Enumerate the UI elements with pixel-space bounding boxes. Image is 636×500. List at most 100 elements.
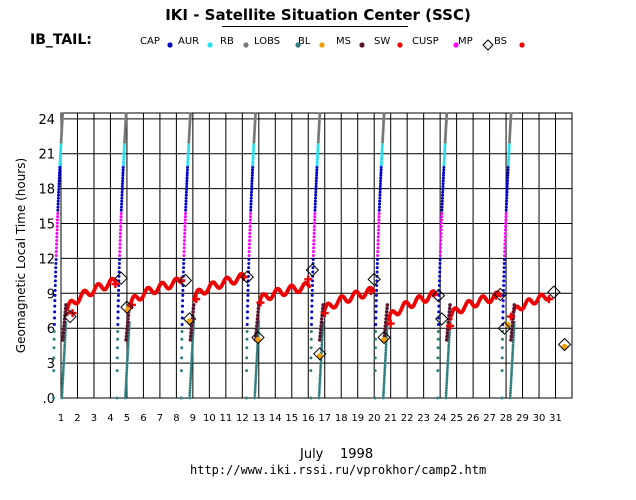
lobe-point (255, 358, 259, 362)
trajectory-point (504, 221, 508, 225)
trajectory-point (185, 187, 189, 191)
trajectory-point (60, 121, 64, 125)
lobe-point (62, 356, 66, 360)
legend-item-sw: SW (374, 36, 390, 47)
trajectory-point (503, 235, 507, 239)
lobe-point (318, 381, 322, 385)
trajectory-point (187, 133, 191, 137)
legend-label: LOBS (254, 36, 281, 47)
trajectory-point (379, 163, 383, 167)
magnetosheath-point (383, 320, 388, 325)
trajectory-point (123, 128, 127, 132)
trajectory-point (180, 323, 184, 327)
y-tick-label: 15 (38, 218, 55, 233)
trajectory-point (377, 218, 381, 222)
trajectory-point (503, 253, 507, 257)
lobe-point (383, 361, 387, 365)
trajectory-point (317, 126, 321, 130)
trajectory-point (318, 112, 322, 116)
trajectory-point (375, 262, 379, 266)
trajectory-point (309, 346, 313, 350)
trajectory-point (441, 193, 445, 197)
trajectory-point (381, 138, 385, 142)
trajectory-point (60, 126, 64, 130)
trajectory-point (55, 231, 59, 235)
trajectory-point (245, 346, 249, 350)
trajectory-point (382, 119, 386, 123)
lobe-point (190, 358, 194, 362)
magnetosheath-point (60, 338, 65, 342)
lobe-point (319, 361, 323, 365)
trajectory-point (506, 168, 510, 172)
lobe-point (190, 348, 194, 352)
lobe-point (62, 363, 66, 367)
lobe-point (320, 341, 324, 344)
lobe-point (445, 381, 449, 385)
trajectory-point (120, 185, 124, 189)
trajectory-point (311, 266, 315, 270)
trajectory-point (379, 179, 383, 183)
trajectory-point (246, 299, 250, 303)
bow-shock-marker (256, 298, 265, 307)
lobe-point (126, 348, 130, 352)
lobe-point (382, 386, 386, 390)
trajectory-point (315, 168, 319, 172)
magnetosheath-point (189, 324, 194, 328)
magnetopause-marker (251, 330, 265, 345)
bow-shock-marker (192, 295, 201, 304)
trajectory-point (249, 196, 253, 200)
lobe-point (383, 368, 387, 372)
trajectory-point (184, 205, 188, 209)
trajectory-point (311, 270, 315, 274)
lobe-point (445, 386, 448, 390)
lobe-point (446, 366, 449, 370)
y-axis-label: Geomagnetic Local Time (hours) (14, 158, 28, 353)
trajectory-point (311, 250, 315, 254)
trajectory-point (247, 253, 251, 257)
trajectory-point (116, 330, 120, 334)
trajectory-point (53, 310, 57, 314)
bow-shock-marker (177, 276, 186, 285)
lobe-point (188, 391, 192, 395)
trajectory-point (376, 246, 380, 250)
trajectory-point (317, 123, 321, 127)
trajectory-point (123, 138, 127, 142)
lobe-point (320, 346, 324, 349)
lobe-point (255, 348, 259, 352)
magnetosheath-point (125, 324, 130, 328)
trajectory-point (436, 369, 440, 373)
trajectory-point (251, 158, 255, 162)
x-tick-label: 2 (74, 413, 80, 424)
lobe-point (317, 394, 321, 397)
trajectory-point (188, 121, 192, 125)
trajectory-point (508, 121, 512, 125)
legend-label: SW (374, 36, 391, 47)
trajectory-point (312, 238, 316, 242)
trajectory-point (381, 133, 385, 137)
trajectory-point (121, 168, 125, 172)
trajectory-point (247, 250, 251, 254)
trajectory-point (185, 171, 189, 175)
trajectory-point (56, 202, 60, 206)
trajectory-point (182, 253, 186, 257)
trajectory-point (443, 138, 447, 142)
trajectory-point (181, 299, 185, 303)
magnetopause-marker (435, 312, 449, 326)
trajectory-point (507, 150, 511, 154)
trajectory-point (438, 274, 442, 278)
trajectory-point (57, 179, 61, 183)
trajectory-point (314, 193, 318, 197)
trajectory-point (116, 299, 120, 303)
trajectory-point (59, 147, 63, 151)
legend-label: CAP (140, 36, 160, 47)
trajectory-point (309, 330, 313, 334)
magnetopause-marker (63, 309, 77, 324)
trajectory-point (503, 228, 507, 232)
trajectory-point (115, 356, 119, 360)
trajectory-point (54, 257, 58, 261)
x-tick-label: 24 (434, 413, 447, 424)
trajectory-point (502, 257, 506, 261)
trajectory-point (309, 369, 313, 373)
trajectory-point (440, 199, 444, 203)
